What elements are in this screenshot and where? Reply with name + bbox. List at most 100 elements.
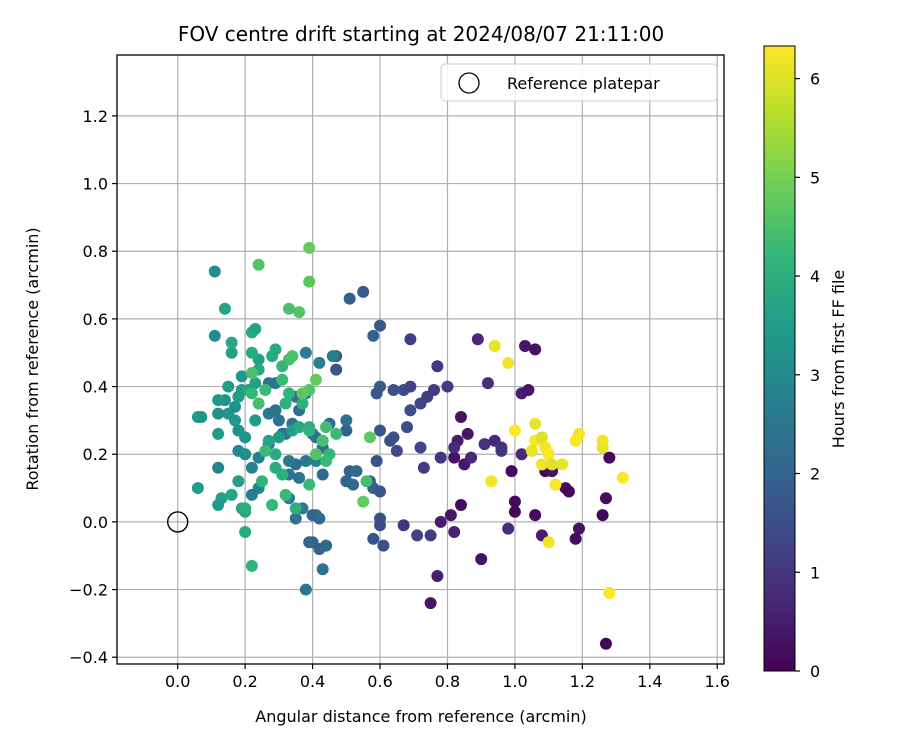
colorbar-label: Hours from first FF file (829, 270, 848, 449)
data-point (309, 373, 322, 386)
y-tick-label: 0.8 (83, 242, 108, 261)
data-point (303, 275, 316, 288)
data-point (276, 468, 289, 481)
data-point (252, 397, 265, 410)
data-point (475, 553, 488, 566)
data-point (374, 519, 387, 532)
data-point (225, 346, 238, 359)
data-point (252, 258, 265, 271)
data-point (330, 427, 343, 440)
data-point (235, 370, 248, 383)
data-point (276, 373, 289, 386)
colorbar-tick-label: 5 (810, 168, 820, 187)
data-point (465, 451, 478, 464)
data-point (299, 583, 312, 596)
data-point (249, 414, 262, 427)
data-point (282, 455, 295, 467)
x-tick-label: 0.0 (165, 672, 190, 691)
data-point (303, 424, 316, 437)
data-point (303, 478, 316, 491)
data-point (232, 475, 245, 488)
x-tick-label: 1.0 (502, 672, 527, 691)
x-tick-label: 0.6 (367, 672, 392, 691)
data-point (508, 495, 521, 508)
x-tick-label: 0.4 (300, 672, 325, 691)
data-point (212, 461, 225, 474)
data-point (316, 563, 329, 576)
data-point (296, 387, 309, 400)
data-point (212, 498, 225, 511)
data-point (508, 505, 521, 518)
data-point (239, 502, 252, 515)
data-point (266, 498, 279, 511)
data-point (397, 519, 410, 532)
data-point (404, 404, 417, 417)
data-point (269, 404, 282, 417)
data-point (360, 475, 373, 488)
legend: Reference platepar (440, 63, 718, 102)
data-point (454, 498, 467, 511)
data-point (313, 512, 326, 525)
y-tick-label: 1.2 (83, 107, 108, 126)
x-axis-label: Angular distance from reference (arcmin) (255, 707, 586, 726)
y-tick-label: 0.6 (83, 310, 108, 329)
data-point (299, 346, 312, 359)
data-point (316, 434, 329, 447)
data-point (229, 400, 242, 413)
data-point (208, 329, 221, 342)
data-point (225, 336, 238, 349)
data-point (505, 465, 518, 478)
data-point (259, 383, 272, 396)
data-point (326, 350, 339, 363)
data-point (448, 441, 461, 454)
data-point (239, 526, 252, 539)
colorbar-tick-label: 1 (810, 563, 820, 582)
data-point (502, 356, 515, 369)
data-point (232, 390, 245, 403)
data-point (208, 265, 221, 278)
colorbar-tick-label: 2 (810, 465, 820, 484)
grid-lines (117, 55, 724, 664)
data-point (340, 424, 353, 437)
data-point (191, 482, 204, 495)
data-point (444, 509, 457, 522)
data-point (272, 431, 285, 444)
data-point (245, 387, 258, 400)
data-point (431, 570, 444, 583)
data-point (266, 350, 279, 363)
data-point (363, 431, 376, 444)
data-point (569, 434, 582, 447)
data-point (269, 448, 282, 461)
data-point (343, 292, 356, 305)
data-point (282, 387, 295, 400)
colorbar-scale (763, 45, 796, 672)
data-point (599, 492, 612, 505)
data-point (401, 421, 414, 434)
data-point (569, 532, 582, 545)
data-point (599, 637, 612, 650)
data-point (448, 526, 461, 539)
data-point (495, 441, 508, 454)
data-point (434, 515, 447, 528)
data-point (245, 367, 258, 380)
data-point (461, 427, 474, 440)
data-point (454, 411, 467, 424)
chart-title: FOV centre drift starting at 2024/08/07 … (178, 22, 664, 46)
data-point (535, 458, 548, 471)
data-point (374, 319, 387, 332)
data-point (525, 444, 538, 457)
plot-frame (116, 54, 725, 665)
data-point (195, 411, 208, 424)
y-tick-label: 0.2 (83, 445, 108, 464)
data-point (441, 380, 454, 393)
data-point (529, 417, 542, 430)
x-tick-label: 1.2 (570, 672, 595, 691)
data-point (367, 329, 380, 342)
data-point (309, 448, 322, 461)
data-point (374, 424, 387, 437)
data-point (411, 529, 424, 542)
data-point (222, 380, 235, 393)
data-point (212, 427, 225, 440)
colorbar-tick-label: 4 (810, 267, 820, 286)
